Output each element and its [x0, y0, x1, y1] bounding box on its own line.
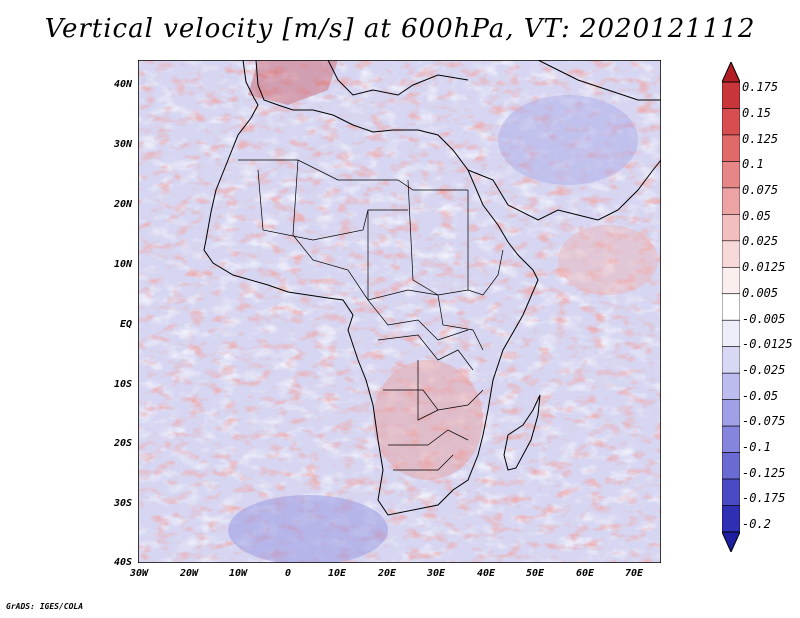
ascent-zone-arabian-sea	[558, 225, 658, 295]
colorbar-cell	[722, 505, 740, 533]
colorbar-cell	[722, 134, 740, 162]
colorbar-label: 0.075	[742, 183, 779, 197]
lon-label-30e: 30E	[426, 568, 446, 579]
lat-label-20n: 20N	[113, 199, 132, 210]
colorbar-cell	[722, 372, 740, 400]
colorbar-label: 0.15	[742, 106, 771, 120]
asia-coast	[537, 60, 661, 101]
lat-label-10s: 10S	[113, 379, 132, 390]
descent-zone-arabia	[498, 95, 638, 185]
colorbar-cell	[722, 240, 740, 268]
country-borders	[238, 159, 504, 471]
lat-label-10n: 10N	[113, 259, 132, 270]
lon-label-60e: 60E	[575, 568, 595, 579]
coastlines	[203, 60, 661, 516]
colorbar-cell	[722, 214, 740, 242]
colorbar-label: 0.005	[742, 286, 779, 300]
colorbar-cell	[722, 108, 740, 136]
colorbar-label: 0.025	[742, 234, 779, 248]
colorbar-cell	[722, 161, 740, 189]
grads-credit: GrADS: IGES/COLA	[6, 602, 84, 611]
lon-label-20w: 20W	[179, 568, 199, 579]
lat-label-30n: 30N	[113, 139, 132, 150]
ascent-zone-iberia	[248, 60, 338, 105]
colorbar-label: 0.1	[742, 157, 764, 171]
colorbar-cell	[722, 399, 740, 427]
colorbar-cell	[722, 293, 740, 321]
colorbar-label: -0.025	[742, 363, 786, 377]
colorbar-label: -0.125	[742, 466, 786, 480]
colorbar-label: -0.005	[742, 312, 786, 326]
colorbar-cell	[722, 81, 740, 109]
colorbar-cell	[722, 266, 740, 295]
colorbar-cell	[722, 425, 740, 453]
ascent-zone-central-africa	[373, 360, 483, 480]
colorbar-label: 0.0125	[742, 260, 786, 274]
lat-label-eq: EQ	[119, 319, 132, 330]
colorbar-label: 0.125	[742, 132, 779, 146]
lat-label-30s: 30S	[113, 498, 132, 509]
colorbar-cell	[722, 452, 740, 480]
colorbar-top-arrow	[722, 62, 740, 83]
colorbar-label: -0.2	[742, 517, 771, 531]
colorbar-cell	[722, 319, 740, 348]
map-title: Vertical velocity [m/s] at 600hPa, VT: 2…	[44, 14, 756, 44]
lat-label-40n: 40N	[113, 79, 132, 90]
lon-label-10e: 10E	[327, 568, 347, 579]
colorbar-label: -0.075	[742, 414, 786, 428]
colorbar-label: -0.05	[742, 389, 779, 403]
colorbar-label: 0.175	[742, 80, 779, 94]
lon-label-70e: 70E	[624, 568, 644, 579]
lon-label-0: 0	[284, 568, 292, 579]
lon-label-10w: 10W	[228, 568, 248, 579]
colorbar-label: -0.175	[742, 491, 786, 505]
colorbar-cell	[722, 346, 740, 374]
arabia-coast	[467, 159, 661, 221]
red-patches	[138, 60, 661, 563]
velocity-map	[138, 60, 661, 563]
colorbar-bottom-arrow	[722, 531, 740, 552]
descent-zone-south	[228, 495, 388, 563]
lon-label-50e: 50E	[525, 568, 545, 579]
colorbar-label: 0.05	[742, 209, 771, 223]
colorbar-cell	[722, 478, 740, 506]
lon-label-20e: 20E	[377, 568, 397, 579]
mediterranean-coast	[327, 60, 469, 96]
lat-label-20s: 20S	[113, 438, 132, 449]
lon-label-30w: 30W	[129, 568, 149, 579]
colorbar-label: -0.1	[742, 440, 771, 454]
lon-label-40e: 40E	[476, 568, 496, 579]
colorbar-label: -0.0125	[742, 337, 793, 351]
colorbar	[722, 62, 740, 552]
lat-label-40s: 40S	[113, 557, 132, 568]
madagascar-coast	[503, 394, 541, 471]
colorbar-cell	[722, 187, 740, 215]
